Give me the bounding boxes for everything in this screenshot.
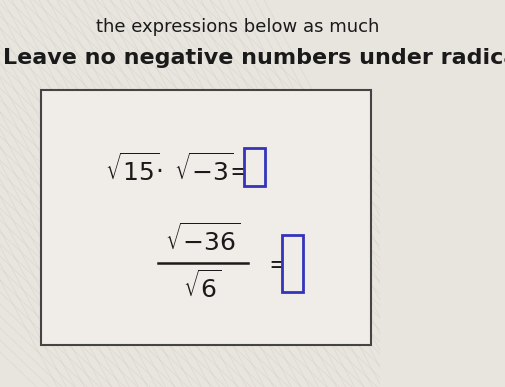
Bar [41, 90, 371, 345]
Text: $\sqrt{6}$: $\sqrt{6}$ [183, 271, 222, 303]
Text: the expressions below as much: the expressions below as much [96, 18, 379, 36]
Text: $=$: $=$ [264, 251, 289, 275]
Text: Leave no negative numbers under radica: Leave no negative numbers under radica [3, 48, 505, 68]
Text: $\sqrt{-3}$: $\sqrt{-3}$ [174, 154, 233, 186]
Text: $\sqrt{15}$: $\sqrt{15}$ [105, 154, 160, 186]
Bar [282, 235, 302, 292]
Text: $=$: $=$ [225, 158, 250, 182]
Text: $\sqrt{-36}$: $\sqrt{-36}$ [165, 224, 240, 256]
Text: $\cdot$: $\cdot$ [155, 158, 163, 182]
Bar [243, 148, 264, 186]
